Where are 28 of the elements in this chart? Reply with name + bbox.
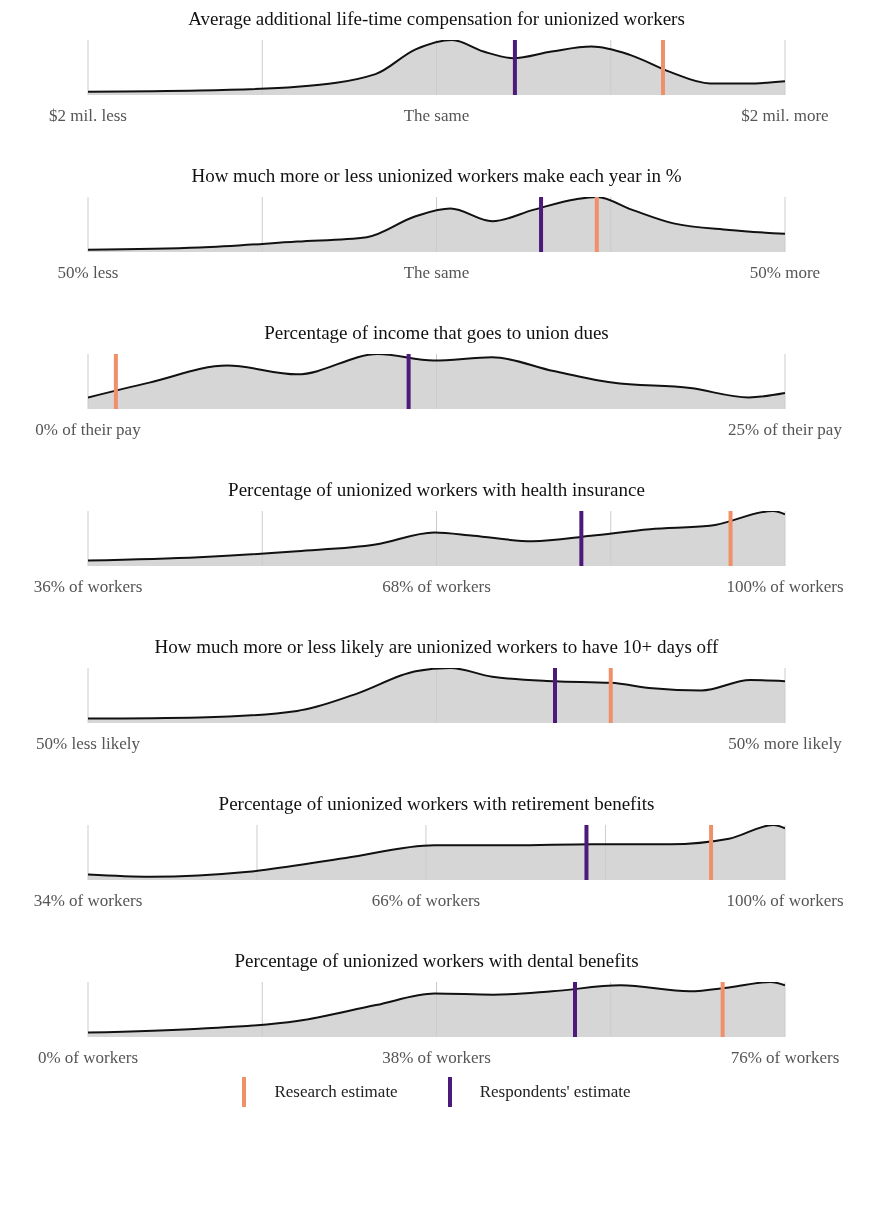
x-tick-label: 50% less likely	[36, 734, 141, 754]
x-tick-label: $2 mil. more	[741, 106, 829, 126]
legend-label: Respondents' estimate	[479, 1082, 631, 1102]
chart-title: Percentage of unionized workers with health insurance	[227, 479, 646, 502]
x-tick-label: 68% of workers	[382, 577, 491, 597]
chart-title: Percentage of unionized workers with dental benefits	[233, 950, 640, 973]
chart-title: Percentage of unionized workers with retirement benefits	[217, 793, 656, 816]
chart-title: How much more or less unionized workers make each year in %	[190, 165, 683, 188]
chart-title: How much more or less likely are unionized workers to have 10+ days off	[153, 636, 720, 659]
x-tick-label: 25% of their pay	[728, 420, 843, 440]
chart-title: Average additional life-time compensation for unionized workers	[187, 8, 686, 31]
x-tick-label: The same	[403, 263, 470, 283]
x-tick-label: The same	[403, 106, 470, 126]
x-tick-label: 100% of workers	[726, 891, 844, 911]
x-tick-label: 0% of workers	[37, 1048, 139, 1068]
x-tick-label: 76% of workers	[730, 1048, 840, 1068]
chart-title: Percentage of income that goes to union dues	[263, 322, 610, 345]
x-tick-label: 100% of workers	[726, 577, 844, 597]
x-tick-label: 34% of workers	[33, 891, 143, 911]
x-tick-label: 50% more	[749, 263, 821, 283]
x-tick-label: 50% less	[57, 263, 119, 283]
x-tick-label: 36% of workers	[33, 577, 143, 597]
x-tick-label: 0% of their pay	[35, 420, 142, 440]
legend-label: Research estimate	[274, 1082, 398, 1102]
x-tick-label: 38% of workers	[382, 1048, 491, 1068]
x-tick-label: 66% of workers	[371, 891, 481, 911]
x-tick-label: $2 mil. less	[49, 106, 127, 126]
x-tick-label: 50% more likely	[728, 734, 843, 754]
